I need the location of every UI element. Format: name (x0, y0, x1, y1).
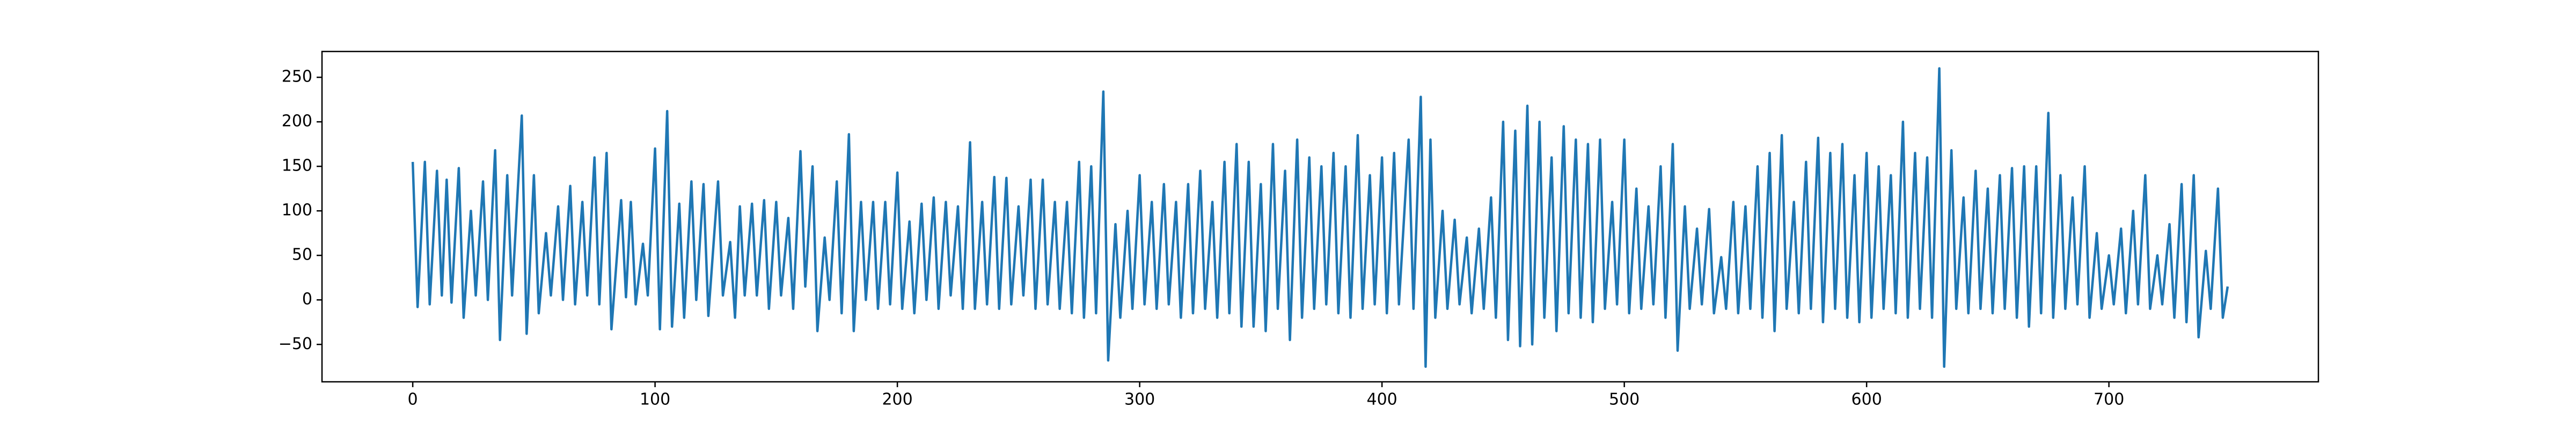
y-tick-label: 50 (292, 246, 312, 264)
y-tick-label: 0 (302, 290, 312, 309)
y-tick-label: 250 (282, 68, 312, 86)
x-tick-label: 600 (1851, 390, 1882, 409)
axes-frame (321, 50, 2319, 383)
x-tick-label: 500 (1609, 390, 1640, 409)
data-line (411, 67, 2229, 368)
x-tick-label: 100 (640, 390, 670, 409)
y-tick-label: 100 (282, 201, 312, 220)
y-tick-label: 200 (282, 112, 312, 131)
x-tick-label: 300 (1124, 390, 1155, 409)
x-tick-label: 200 (882, 390, 912, 409)
y-tick-label: 150 (282, 157, 312, 175)
x-tick-label: 700 (2094, 390, 2124, 409)
x-tick-label: 400 (1367, 390, 1397, 409)
x-tick-label: 0 (408, 390, 418, 409)
y-tick-label: −50 (279, 335, 312, 353)
